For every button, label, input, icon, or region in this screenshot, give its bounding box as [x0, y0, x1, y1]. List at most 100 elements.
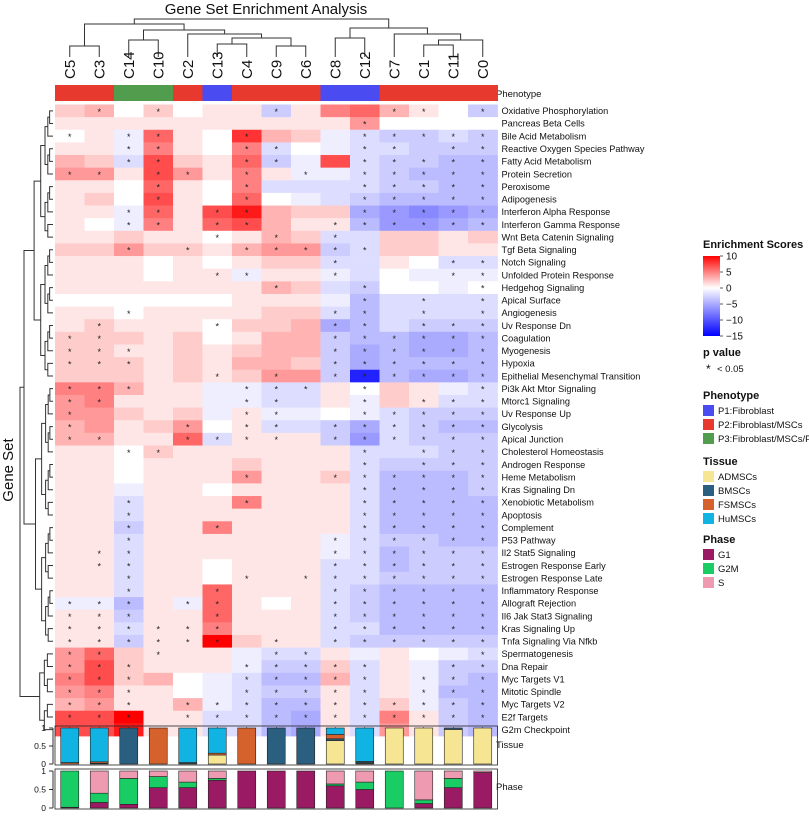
significance-star: *: [363, 688, 367, 698]
heatmap-cell: [320, 521, 351, 535]
row-label: Hedgehog Signaling: [502, 283, 585, 293]
significance-star: *: [392, 599, 396, 609]
heatmap-cell: [379, 622, 410, 636]
heatmap-cell: [143, 306, 174, 320]
heatmap-cell: [409, 445, 439, 459]
significance-star: *: [363, 334, 367, 344]
heatmap-cell: [84, 142, 115, 156]
heatmap-cell: [232, 268, 262, 282]
heatmap-cell: [55, 458, 85, 472]
stacked-bar-segment: [296, 770, 316, 809]
significance-star: *: [97, 663, 101, 673]
colorbar-tick-label: −15: [726, 332, 743, 343]
heatmap-cell: [409, 256, 439, 270]
dendrogram-branch: [41, 422, 46, 495]
heatmap-cell: [202, 230, 233, 244]
heatmap-cell: [291, 167, 321, 181]
significance-star: *: [97, 625, 101, 635]
heatmap-cell: [409, 584, 439, 598]
heatmap-cell: [438, 394, 469, 409]
dendrogram-branch: [133, 18, 390, 28]
heatmap-cell: [84, 369, 115, 383]
heatmap-cell: [261, 268, 292, 282]
dendrogram-branch: [143, 29, 226, 40]
significance-star: *: [274, 107, 278, 117]
significance-star: *: [392, 195, 396, 205]
significance-star: *: [333, 713, 337, 723]
heatmap-cell: [291, 230, 321, 244]
heatmap-cell: [409, 344, 439, 358]
heatmap-cell: [143, 117, 174, 131]
stacked-bar-segment: [473, 727, 493, 765]
significance-star: *: [97, 561, 101, 571]
significance-star: *: [333, 473, 337, 483]
significance-star: *: [186, 625, 190, 635]
heatmap-cell: [291, 192, 321, 206]
heatmap-cell: [350, 192, 380, 206]
heatmap-cell: [320, 622, 351, 636]
heatmap-cell: [350, 256, 380, 270]
significance-star: *: [156, 183, 160, 193]
significance-star: *: [451, 132, 455, 142]
significance-star: *: [156, 132, 160, 142]
heatmap-cell: [291, 622, 321, 636]
significance-star: *: [127, 448, 131, 458]
heatmap-cell: [114, 394, 144, 409]
significance-star: *: [481, 372, 485, 382]
row-label: Il6 Jak Stat3 Signaling: [502, 611, 593, 621]
significance-star: *: [481, 700, 485, 710]
heatmap-cell: [409, 243, 439, 257]
heatmap-cell: [84, 155, 115, 169]
significance-star: *: [422, 157, 426, 167]
heatmap-cell: [468, 394, 498, 409]
column-label: C11: [445, 53, 462, 79]
row-label: Wnt Beta Catenin Signaling: [502, 232, 614, 242]
legend-swatch: [703, 419, 714, 430]
heatmap-cell: [379, 268, 410, 282]
significance-star: *: [481, 107, 485, 117]
significance-star: *: [392, 132, 396, 142]
heatmap-cell: [55, 508, 85, 522]
heatmap-cell: [114, 660, 144, 674]
heatmap-cell: [468, 167, 498, 181]
heatmap-cell: [114, 571, 144, 585]
significance-star: *: [245, 410, 249, 420]
heatmap-cell: [84, 192, 115, 206]
heatmap-cell: [55, 533, 85, 547]
heatmap-cell: [202, 571, 233, 585]
heatmap-cell: [143, 698, 174, 712]
heatmap-cell: [291, 142, 321, 156]
significance-star: *: [274, 246, 278, 256]
heatmap-cell: [409, 571, 439, 585]
heatmap-cell: [350, 382, 380, 396]
dendrogram-branch: [40, 145, 46, 218]
heatmap-cell: [350, 483, 380, 497]
heatmap-cell: [84, 647, 115, 661]
heatmap-cell: [291, 571, 321, 585]
dendrogram-branch: [44, 265, 48, 304]
dendrogram-branch: [49, 463, 53, 478]
significance-star: *: [274, 233, 278, 243]
heatmap-cell: [173, 129, 203, 143]
legend-label: S: [718, 578, 724, 589]
heatmap-cell: [350, 521, 380, 535]
row-label: Dna Repair: [502, 662, 548, 672]
heatmap-cell: [291, 559, 321, 573]
significance-star: *: [363, 498, 367, 508]
significance-star: *: [481, 713, 485, 723]
significance-star: *: [363, 119, 367, 129]
heatmap-cell: [409, 167, 439, 181]
significance-star: *: [333, 700, 337, 710]
dendrogram-branch: [47, 596, 53, 617]
significance-star: *: [363, 625, 367, 635]
significance-star: *: [481, 284, 485, 294]
significance-star: *: [481, 524, 485, 534]
dendrogram-branch: [47, 331, 53, 352]
heatmap-cell: [291, 357, 321, 371]
significance-star: *: [422, 637, 426, 647]
heatmap-cell: [409, 218, 439, 232]
significance-star: *: [68, 688, 72, 698]
significance-star: *: [451, 359, 455, 369]
heatmap-cell: [438, 205, 469, 219]
significance-star: *: [333, 246, 337, 256]
